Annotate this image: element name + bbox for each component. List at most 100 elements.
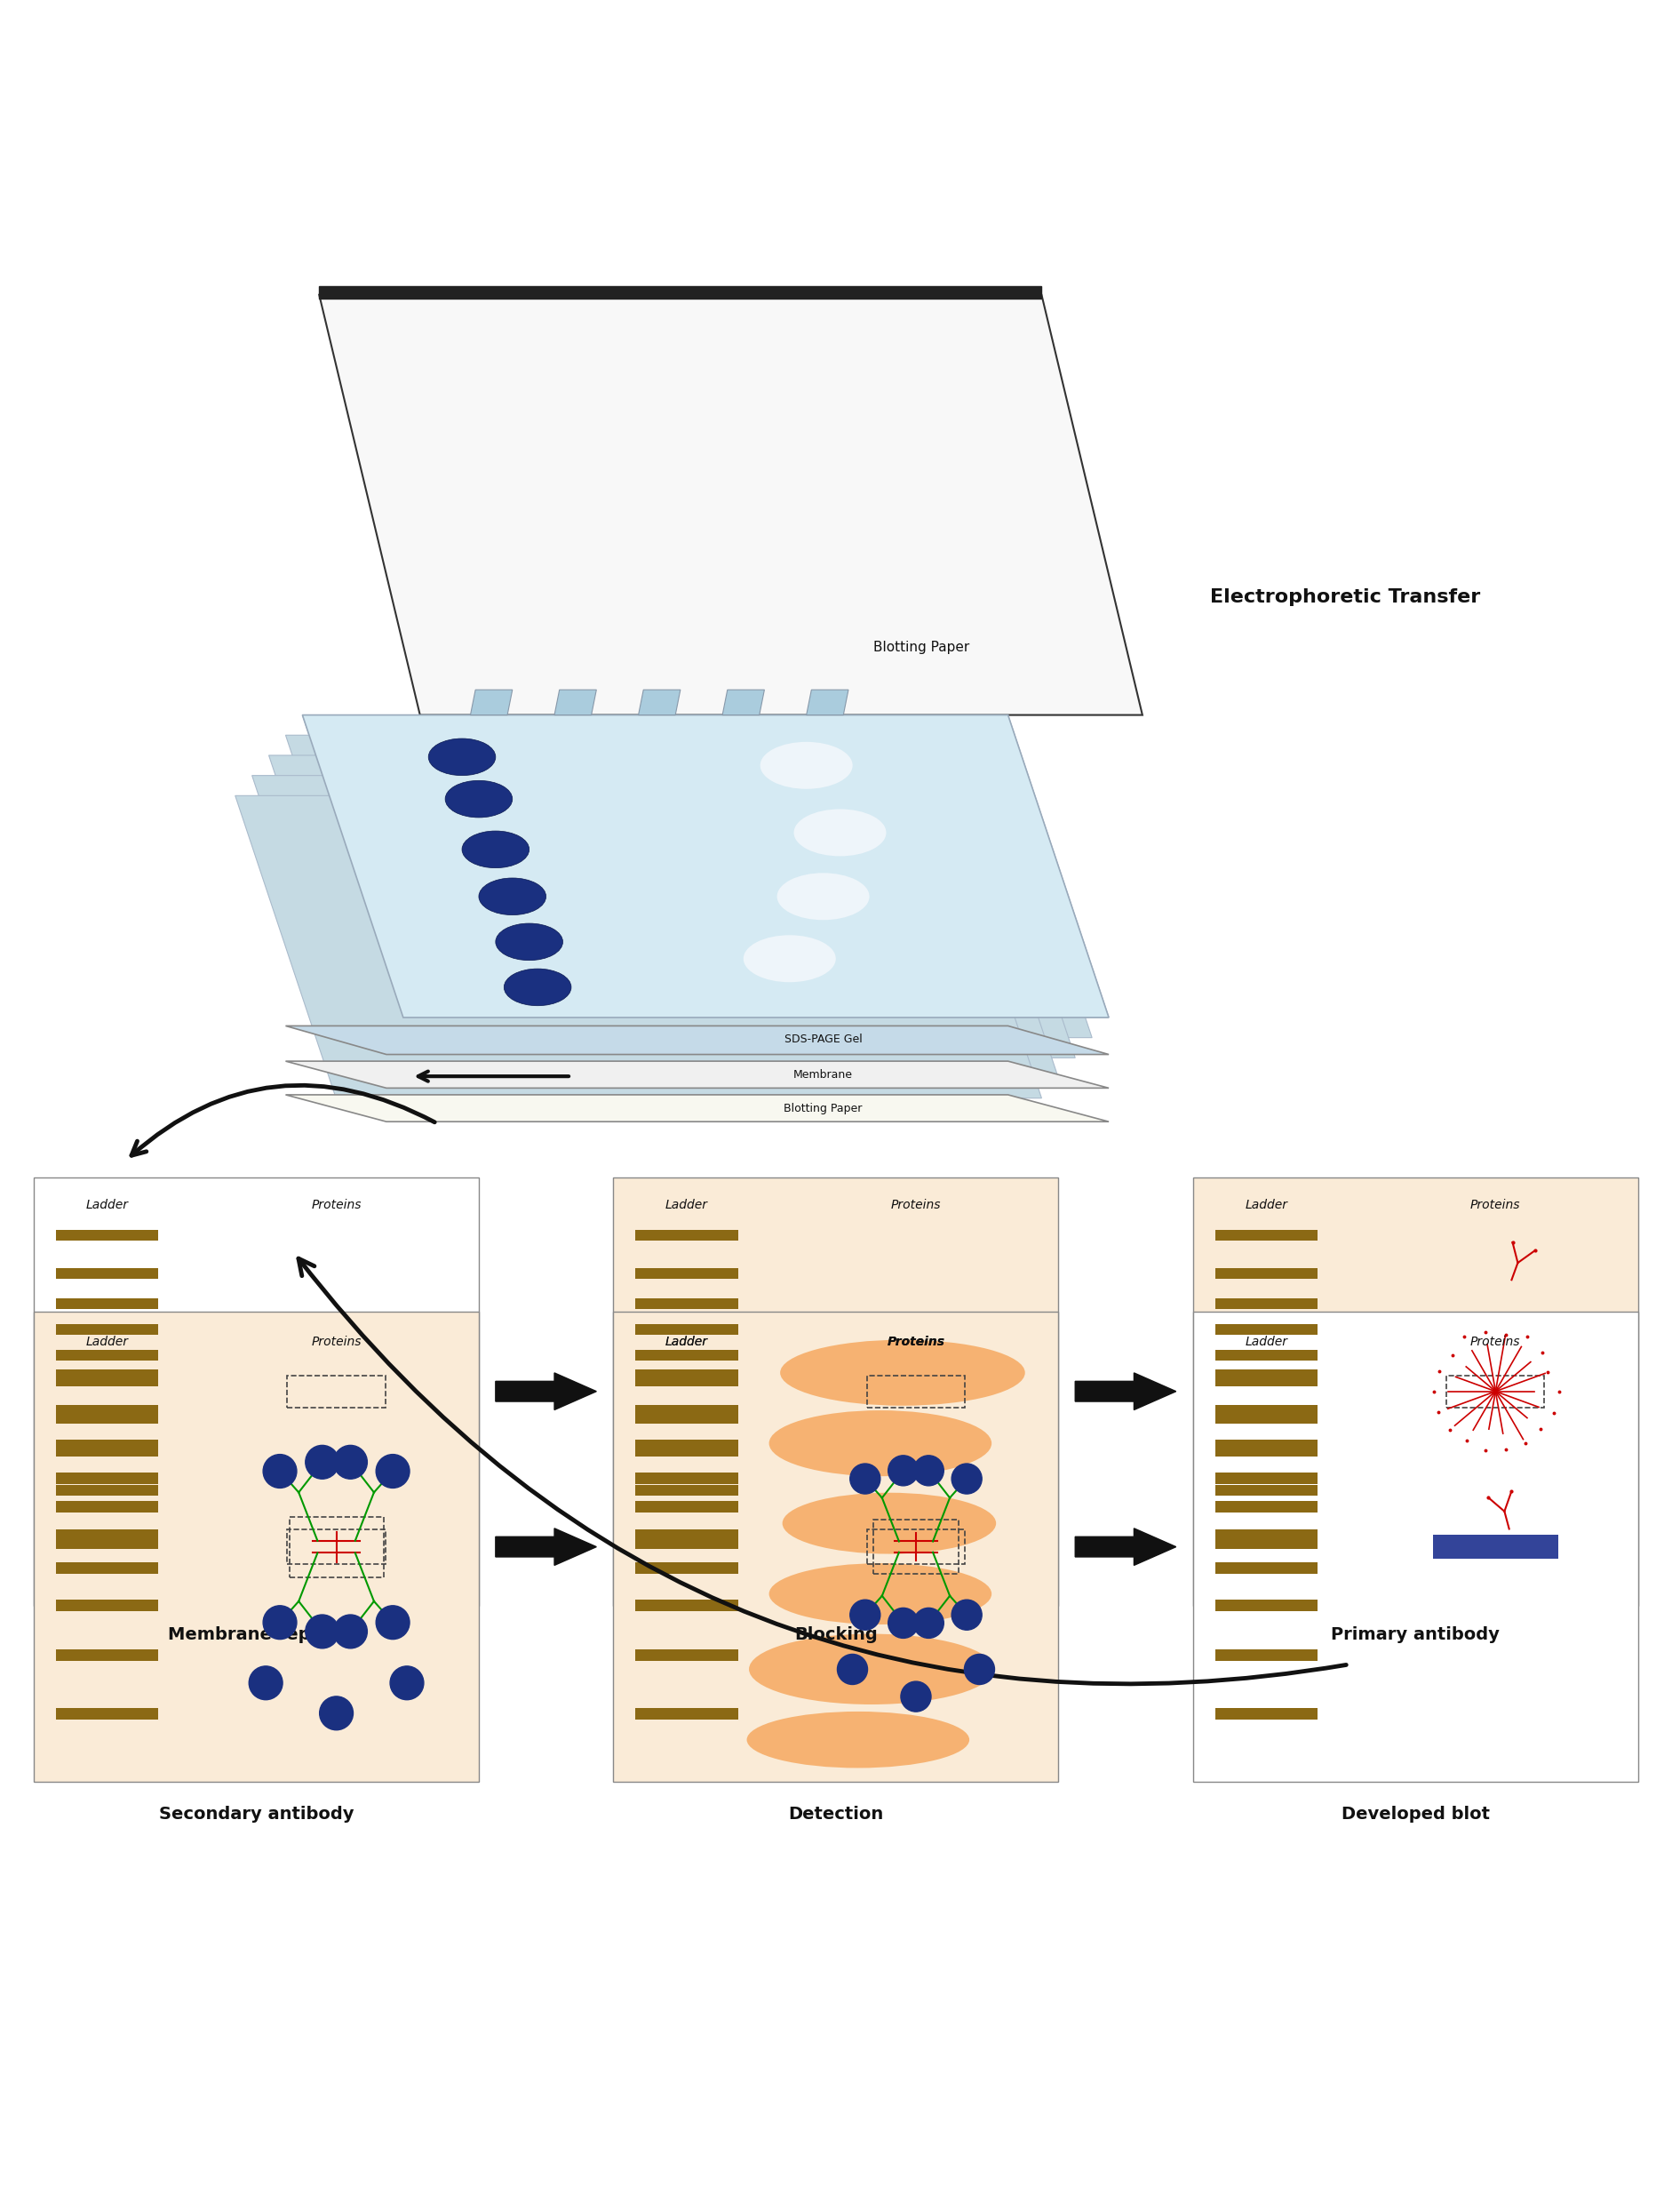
Ellipse shape [783,1494,996,1553]
Bar [635,1412,738,1423]
Polygon shape [286,1062,1109,1088]
Ellipse shape [793,809,887,857]
Polygon shape [1075,1372,1176,1410]
Bar [1215,1370,1317,1381]
Text: Electrophoretic Transfer: Electrophoretic Transfer [1210,588,1480,606]
Bar [874,1520,958,1575]
Bar [635,1650,738,1661]
Circle shape [390,1665,423,1701]
Polygon shape [1075,1529,1176,1566]
Circle shape [264,1454,297,1487]
Ellipse shape [749,1635,995,1705]
Text: Primary antibody: Primary antibody [1331,1626,1500,1643]
Bar [287,1529,385,1564]
Circle shape [837,1654,867,1685]
Circle shape [964,1654,995,1685]
Text: Blocking: Blocking [795,1626,877,1643]
Bar [635,1412,738,1423]
Bar [1215,1562,1317,1573]
Bar [55,1406,158,1417]
Bar [635,1529,738,1540]
Polygon shape [286,1095,1109,1121]
Circle shape [334,1445,368,1478]
Bar [1215,1229,1317,1240]
Bar [55,1229,158,1240]
Bar [55,1298,158,1309]
Circle shape [306,1445,339,1478]
Circle shape [334,1615,368,1648]
Bar [55,1269,158,1280]
Bar [1215,1324,1317,1335]
Text: Ladder: Ladder [665,1335,707,1348]
Ellipse shape [743,934,837,983]
Bar [55,1439,158,1450]
Polygon shape [806,690,848,716]
Text: Proteins: Proteins [311,1335,361,1348]
Bar [613,1176,1058,1606]
Bar [867,1375,964,1408]
Bar [1433,1535,1557,1558]
Bar [635,1650,738,1661]
Bar [55,1500,158,1513]
Text: Proteins: Proteins [1470,1198,1520,1212]
Bar [1215,1412,1317,1423]
Circle shape [249,1665,282,1701]
Bar [1215,1650,1317,1661]
Bar [1215,1529,1317,1540]
Circle shape [900,1681,931,1712]
Bar [55,1562,158,1573]
Polygon shape [235,795,1042,1097]
Bar [635,1474,738,1485]
Polygon shape [470,690,512,716]
Bar [1446,1375,1544,1408]
Bar [55,1599,158,1613]
Polygon shape [554,690,596,716]
Bar [1193,1311,1638,1782]
Bar [635,1562,738,1573]
Polygon shape [496,1372,596,1410]
Bar [1215,1707,1317,1721]
Ellipse shape [445,780,512,817]
Bar [635,1500,738,1513]
Polygon shape [252,775,1058,1077]
Bar [55,1474,158,1485]
Bar [1215,1375,1317,1386]
Polygon shape [722,690,764,716]
Bar [635,1375,738,1386]
Bar [635,1445,738,1456]
Ellipse shape [769,1410,991,1476]
Text: Ladder: Ladder [665,1335,707,1348]
Circle shape [850,1463,880,1494]
Bar [1215,1500,1317,1513]
Bar [635,1538,738,1549]
Bar [635,1229,738,1240]
Bar [1215,1269,1317,1280]
Bar [613,1311,1058,1782]
Circle shape [376,1606,410,1639]
Bar [55,1650,158,1661]
Circle shape [914,1608,944,1639]
Bar [1215,1485,1317,1496]
Bar [635,1599,738,1613]
Text: Developed blot: Developed blot [1341,1806,1490,1822]
Bar [1215,1350,1317,1359]
Ellipse shape [479,879,546,914]
Bar [635,1445,738,1456]
Bar [55,1324,158,1335]
Circle shape [889,1608,919,1639]
Text: Proteins: Proteins [311,1198,361,1212]
Text: Blotting Paper: Blotting Paper [785,1102,862,1115]
Text: Ladder: Ladder [1245,1335,1287,1348]
Polygon shape [286,1027,1109,1055]
Polygon shape [319,295,1142,716]
Ellipse shape [748,1712,969,1769]
Bar [635,1370,738,1381]
Circle shape [850,1599,880,1630]
Bar [635,1599,738,1613]
Circle shape [306,1615,339,1648]
Polygon shape [302,716,1109,1018]
Ellipse shape [504,969,571,1007]
Bar [1215,1474,1317,1485]
Bar [1215,1599,1317,1613]
Bar [289,1516,383,1577]
